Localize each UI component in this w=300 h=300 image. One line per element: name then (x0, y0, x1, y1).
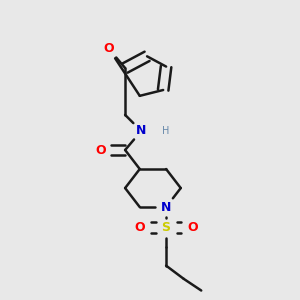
Text: O: O (187, 221, 198, 234)
Text: O: O (104, 43, 114, 56)
Text: O: O (134, 221, 145, 234)
Text: O: O (95, 143, 106, 157)
Text: N: N (161, 201, 171, 214)
Text: N: N (136, 124, 146, 137)
Text: H: H (162, 126, 170, 136)
Text: S: S (162, 221, 171, 234)
